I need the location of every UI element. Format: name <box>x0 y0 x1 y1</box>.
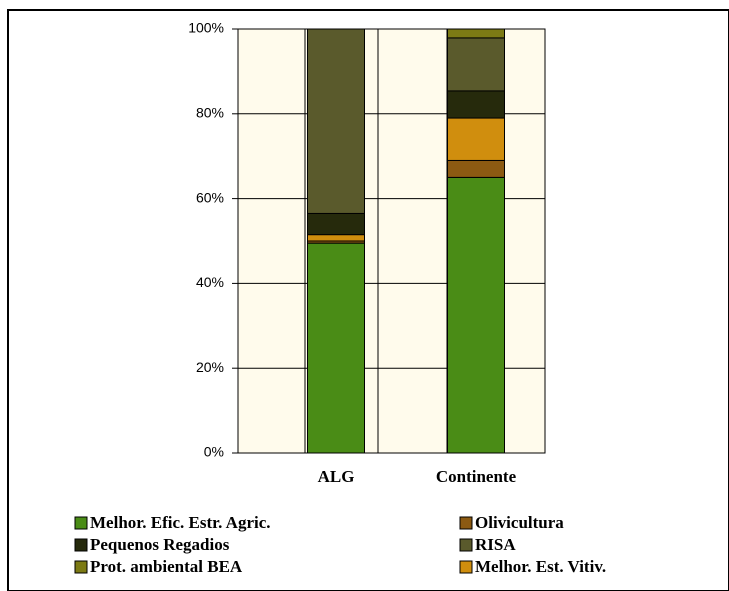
x-tick-label: ALG <box>318 467 355 486</box>
legend-swatch <box>74 560 88 574</box>
y-tick-label: 40% <box>196 274 224 290</box>
legend-swatch <box>459 560 473 574</box>
bar-segment <box>447 117 505 161</box>
legend-label: Olivicultura <box>475 513 564 532</box>
bar-segment <box>447 176 505 454</box>
bar-segment <box>307 234 365 242</box>
legend-label: Melhor. Est. Vitiv. <box>475 557 606 576</box>
y-tick-label: 80% <box>196 105 224 121</box>
legend-label: Pequenos Regadios <box>90 535 230 554</box>
bar-segment <box>307 28 365 214</box>
y-tick-label: 0% <box>204 444 224 460</box>
legend-swatch <box>459 516 473 530</box>
bar-segment <box>447 159 505 178</box>
y-tick-label: 20% <box>196 359 224 375</box>
legend-swatch <box>459 538 473 552</box>
legend-label: Melhor. Efic. Estr. Agric. <box>90 513 271 532</box>
y-tick-label: 100% <box>188 20 224 36</box>
bar-segment <box>447 37 505 92</box>
legend-label: RISA <box>475 535 516 554</box>
x-tick-label: Continente <box>436 467 517 486</box>
legend-swatch <box>74 516 88 530</box>
bar-segment <box>307 242 365 454</box>
y-tick-label: 60% <box>196 189 224 205</box>
bar-segment <box>447 90 505 119</box>
bar-segment <box>447 28 505 39</box>
bar-segment <box>307 212 365 236</box>
legend-swatch <box>74 538 88 552</box>
legend-label: Prot. ambiental BEA <box>90 557 243 576</box>
